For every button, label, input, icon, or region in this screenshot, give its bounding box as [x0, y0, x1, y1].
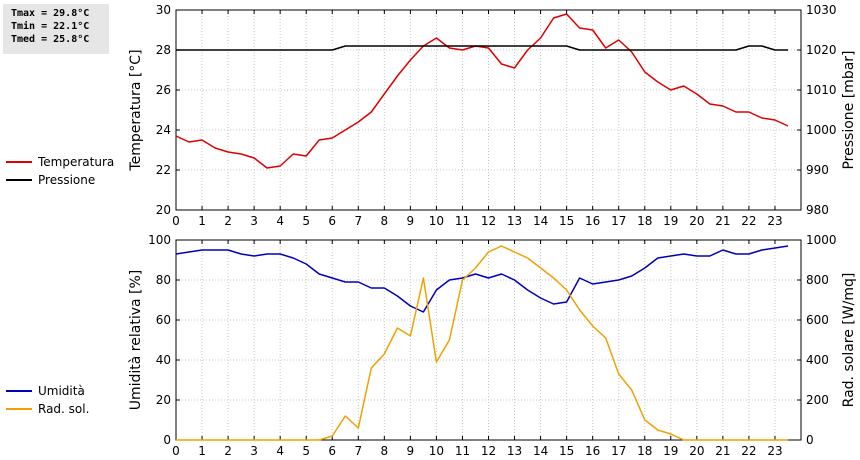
y-tick-label-bottom: 40 [156, 353, 171, 367]
x-tick-label-top: 14 [533, 214, 548, 228]
y2-tick-label-top: 1020 [806, 43, 837, 57]
series-line-temperatura [175, 13, 789, 169]
x-tick-label-bottom: 20 [689, 444, 704, 458]
x-tick-label-top: 7 [354, 214, 362, 228]
x-tick-label-bottom: 19 [663, 444, 678, 458]
x-tick-label-top: 0 [172, 214, 180, 228]
y2-tick-label-top: 1010 [806, 83, 837, 97]
y-tick-label-bottom: 60 [156, 313, 171, 327]
y2-axis-title-top: Pressione [mbar] [841, 50, 857, 169]
x-tick-label-top: 19 [663, 214, 678, 228]
x-tick-label-top: 2 [224, 214, 232, 228]
x-tick-label-bottom: 22 [741, 444, 756, 458]
tmin-text: Tmin = 22.1°C [11, 21, 90, 32]
y2-tick-label-bottom: 200 [806, 393, 829, 407]
y2-tick-label-bottom: 800 [806, 273, 829, 287]
tmed-text: Tmed = 25.8°C [11, 34, 90, 45]
x-tick-label-bottom: 2 [224, 444, 232, 458]
legend-label-radsol: Rad. sol. [38, 402, 90, 416]
y-tick-label-top: 28 [156, 43, 171, 57]
x-tick-label-top: 3 [250, 214, 258, 228]
y-tick-label-bottom: 80 [156, 273, 171, 287]
y2-tick-label-top: 980 [806, 203, 829, 217]
y2-tick-label-top: 990 [806, 163, 829, 177]
x-tick-label-bottom: 23 [767, 444, 782, 458]
series-line-rad-sol- [176, 245, 788, 441]
legend-bottom: Umidità Rad. sol. [6, 382, 89, 418]
x-tick-label-bottom: 9 [407, 444, 415, 458]
x-tick-label-top: 4 [276, 214, 284, 228]
x-tick-label-top: 1 [198, 214, 206, 228]
x-tick-label-top: 5 [302, 214, 310, 228]
y-axis-title-bottom: Umidità relativa [%] [128, 270, 144, 411]
x-tick-label-bottom: 0 [172, 444, 180, 458]
x-tick-label-bottom: 17 [611, 444, 626, 458]
x-tick-label-bottom: 16 [585, 444, 600, 458]
x-tick-label-bottom: 6 [328, 444, 336, 458]
x-tick-label-top: 12 [481, 214, 496, 228]
x-tick-label-top: 6 [328, 214, 336, 228]
x-tick-label-bottom: 11 [455, 444, 470, 458]
x-tick-label-bottom: 15 [559, 444, 574, 458]
legend-swatch-pressione [6, 179, 32, 181]
x-tick-label-bottom: 8 [381, 444, 389, 458]
y-tick-label-bottom: 100 [148, 233, 171, 247]
legend-item-umidita: Umidità [6, 382, 89, 400]
y-tick-label-top: 26 [156, 83, 171, 97]
series-line-umidit- [175, 245, 789, 313]
legend-item-temperatura: Temperatura [6, 153, 114, 171]
y2-tick-label-bottom: 400 [806, 353, 829, 367]
y2-tick-label-bottom: 0 [806, 433, 814, 447]
x-tick-label-top: 11 [455, 214, 470, 228]
x-tick-label-top: 9 [407, 214, 415, 228]
tmax-text: Tmax = 29.8°C [11, 8, 90, 19]
x-tick-label-top: 23 [767, 214, 782, 228]
x-tick-label-top: 22 [741, 214, 756, 228]
x-tick-label-bottom: 10 [429, 444, 444, 458]
legend-label-pressione: Pressione [38, 173, 96, 187]
x-tick-label-bottom: 13 [507, 444, 522, 458]
x-tick-label-bottom: 5 [302, 444, 310, 458]
x-tick-label-bottom: 12 [481, 444, 496, 458]
legend-label-temperatura: Temperatura [38, 155, 115, 169]
y-tick-label-top: 24 [156, 123, 171, 137]
y-tick-label-top: 22 [156, 163, 171, 177]
x-tick-label-bottom: 3 [250, 444, 258, 458]
y-tick-label-bottom: 0 [163, 433, 171, 447]
series-line-pressione [176, 45, 788, 51]
y2-tick-label-top: 1030 [806, 3, 837, 17]
y-tick-label-top: 20 [156, 203, 171, 217]
x-tick-label-top: 20 [689, 214, 704, 228]
x-tick-label-top: 17 [611, 214, 626, 228]
y2-tick-label-top: 1000 [806, 123, 837, 137]
y-axis-title-top: Temperatura [°C] [128, 49, 144, 171]
x-tick-label-bottom: 7 [354, 444, 362, 458]
y2-axis-title-bottom: Rad. solare [W/mq] [841, 273, 857, 408]
legend-swatch-umidita [6, 390, 32, 392]
legend-swatch-radsol [6, 408, 32, 410]
x-tick-label-top: 10 [429, 214, 444, 228]
legend-item-pressione: Pressione [6, 171, 114, 189]
x-tick-label-top: 8 [381, 214, 389, 228]
x-tick-label-top: 15 [559, 214, 574, 228]
x-tick-label-bottom: 18 [637, 444, 652, 458]
x-tick-label-bottom: 14 [533, 444, 548, 458]
y2-tick-label-bottom: 1000 [806, 233, 837, 247]
stats-box: Tmax = 29.8°C Tmin = 22.1°C Tmed = 25.8°… [3, 4, 109, 54]
legend-item-radsol: Rad. sol. [6, 400, 89, 418]
x-tick-label-top: 16 [585, 214, 600, 228]
x-tick-label-top: 18 [637, 214, 652, 228]
y-tick-label-top: 30 [156, 3, 171, 17]
x-tick-label-top: 13 [507, 214, 522, 228]
legend-top: Temperatura Pressione [6, 153, 114, 189]
x-tick-label-bottom: 21 [715, 444, 730, 458]
x-tick-label-bottom: 1 [198, 444, 206, 458]
legend-swatch-temperatura [6, 161, 32, 163]
legend-label-umidita: Umidità [38, 384, 85, 398]
y-tick-label-bottom: 20 [156, 393, 171, 407]
x-tick-label-bottom: 4 [276, 444, 284, 458]
y2-tick-label-bottom: 600 [806, 313, 829, 327]
x-tick-label-top: 21 [715, 214, 730, 228]
